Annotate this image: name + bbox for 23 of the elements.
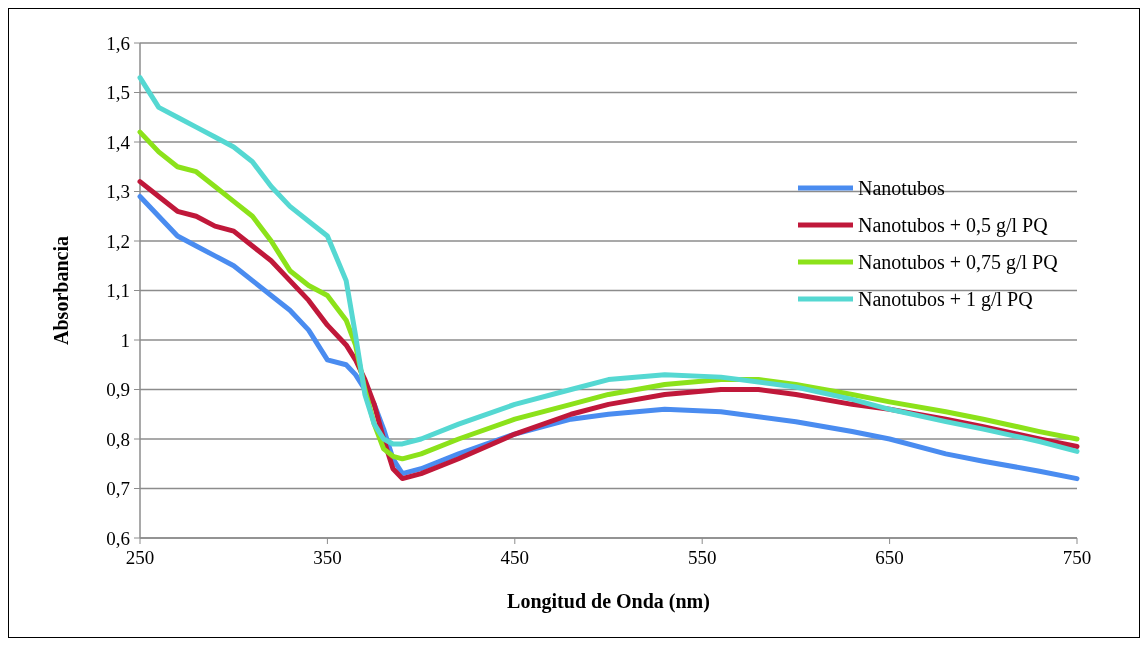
y-tick-label: 1 (120, 329, 130, 351)
x-tick-label: 650 (875, 547, 904, 568)
y-tick-label: 1,3 (106, 181, 130, 203)
legend-label: Nanotubos + 1 g/l PQ (858, 288, 1034, 311)
y-tick-label: 1,5 (106, 82, 130, 104)
x-axis-title: Longitud de Onda (nm) (507, 590, 710, 613)
y-tick-label: 1,6 (106, 32, 130, 54)
x-tick-label: 250 (125, 547, 155, 568)
x-tick-label: 450 (500, 547, 530, 568)
y-tick-label: 0,8 (106, 428, 130, 450)
y-tick-label: 0,9 (106, 379, 130, 401)
legend-label: Nanotubos + 0,75 g/l PQ (858, 251, 1059, 274)
y-axis-title: Absorbancia (50, 236, 72, 345)
legend-label: Nanotubos + 0,5 g/l PQ (858, 214, 1049, 237)
legend-label: Nanotubos (858, 177, 945, 199)
x-tick-label: 550 (687, 547, 717, 568)
y-tick-label: 0,6 (106, 527, 130, 549)
y-tick-label: 1,4 (106, 131, 131, 153)
x-tick-label: 750 (1062, 547, 1092, 568)
y-tick-label: 1,1 (106, 280, 130, 302)
x-tick-label: 350 (313, 547, 342, 568)
y-tick-label: 1,2 (106, 230, 130, 252)
y-tick-label: 0,7 (106, 478, 130, 500)
